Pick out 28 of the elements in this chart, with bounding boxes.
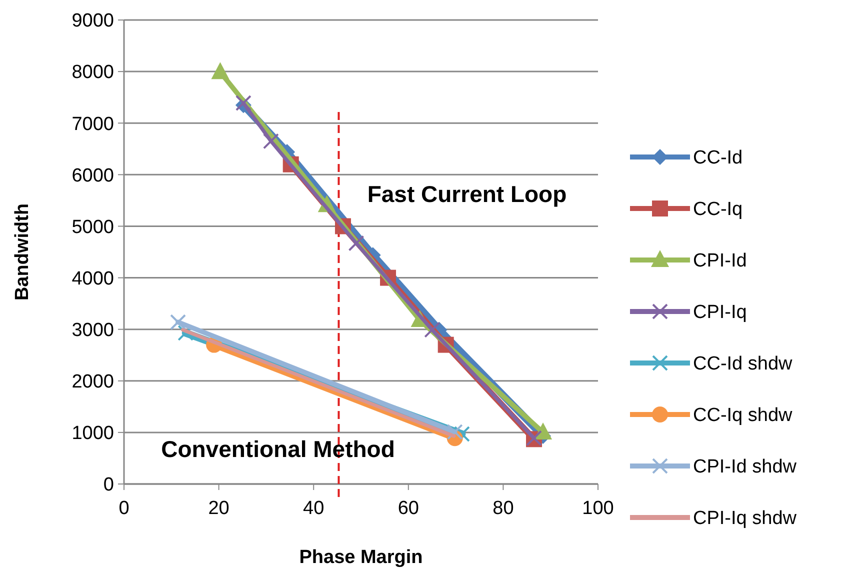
y-tick-label: 8000 <box>72 62 114 84</box>
legend-label: CC-Id <box>693 148 743 169</box>
y-tick-label: 6000 <box>72 165 114 186</box>
x-tick-label: 100 <box>582 498 614 519</box>
annotation: Fast Current Loop <box>367 181 567 207</box>
x-tick-label: 40 <box>303 498 324 519</box>
y-axis-title: Bandwidth <box>12 203 33 301</box>
annotation: Conventional Method <box>161 436 395 462</box>
y-tick-label: 9000 <box>72 10 114 32</box>
y-tick-label: 5000 <box>72 216 114 238</box>
legend-label: CC-Iq <box>693 199 743 220</box>
x-tick-label: 0 <box>118 498 130 519</box>
x-axis-title: Phase Margin <box>299 547 423 568</box>
x-tick-label: 20 <box>208 498 230 519</box>
y-tick-label: 2000 <box>72 372 114 393</box>
legend-label: CPI-Id shdw <box>693 456 797 478</box>
x-tick-label: 60 <box>398 498 419 519</box>
x-tick-label: 80 <box>492 498 514 519</box>
y-tick-label: 3000 <box>72 320 114 341</box>
y-tick-label: 4000 <box>72 268 114 290</box>
y-tick-label: 7000 <box>72 114 114 135</box>
y-tick-label: 1000 <box>72 423 114 444</box>
y-tick-label: 0 <box>103 474 114 496</box>
legend-label: CC-Iq shdw <box>693 405 793 426</box>
legend-label: CPI-Iq <box>693 302 747 324</box>
legend-label: CC-Id shdw <box>693 354 793 375</box>
legend-label: CPI-Iq shdw <box>693 508 797 530</box>
legend-label: CPI-Id <box>693 250 747 272</box>
